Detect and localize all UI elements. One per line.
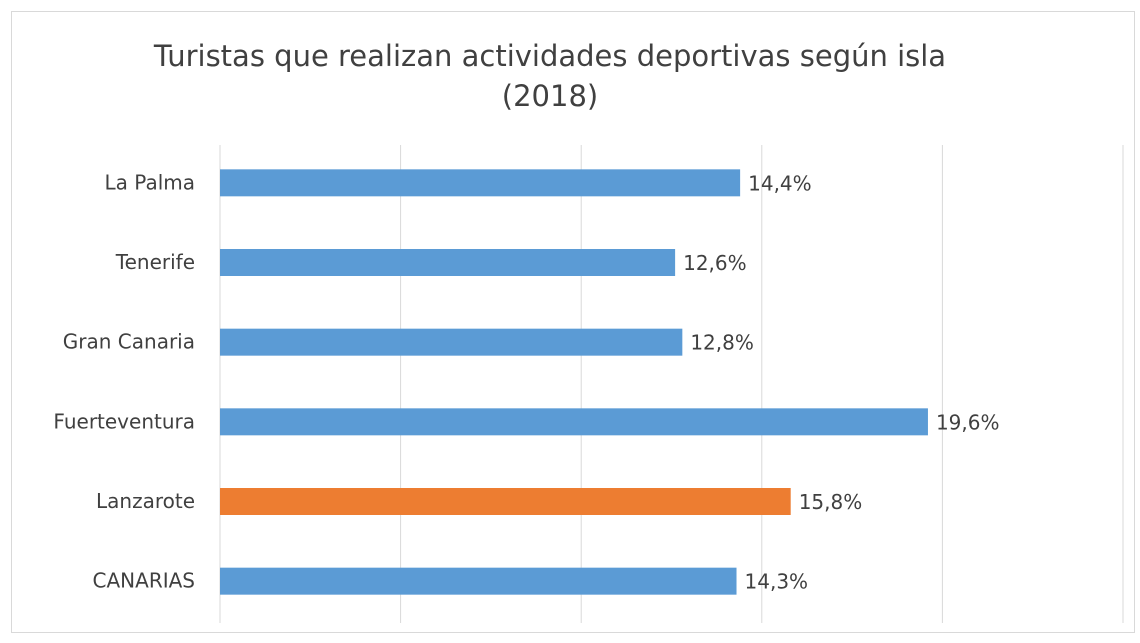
y-tick-label: Gran Canaria: [63, 330, 195, 354]
y-tick-label: Tenerife: [115, 250, 195, 274]
bar: [220, 249, 676, 276]
y-tick-label: Fuerteventura: [53, 409, 195, 433]
y-tick-label: CANARIAS: [93, 569, 195, 593]
chart-title: Turistas que realizan actividades deport…: [153, 39, 947, 113]
y-tick-label: La Palma: [105, 170, 195, 194]
y-tick-label: Lanzarote: [96, 489, 195, 513]
data-label: 12,6%: [683, 251, 747, 275]
data-label: 14,3%: [745, 570, 809, 594]
bar: [220, 488, 791, 515]
data-label: 14,4%: [748, 171, 812, 195]
data-label: 12,8%: [690, 331, 754, 355]
data-label: 19,6%: [936, 410, 1000, 434]
bar: [220, 169, 741, 197]
bar: [220, 567, 737, 595]
chart-frame: [11, 11, 1135, 633]
bar: [220, 408, 928, 436]
bar: [220, 328, 683, 356]
data-label: 15,8%: [799, 490, 863, 514]
